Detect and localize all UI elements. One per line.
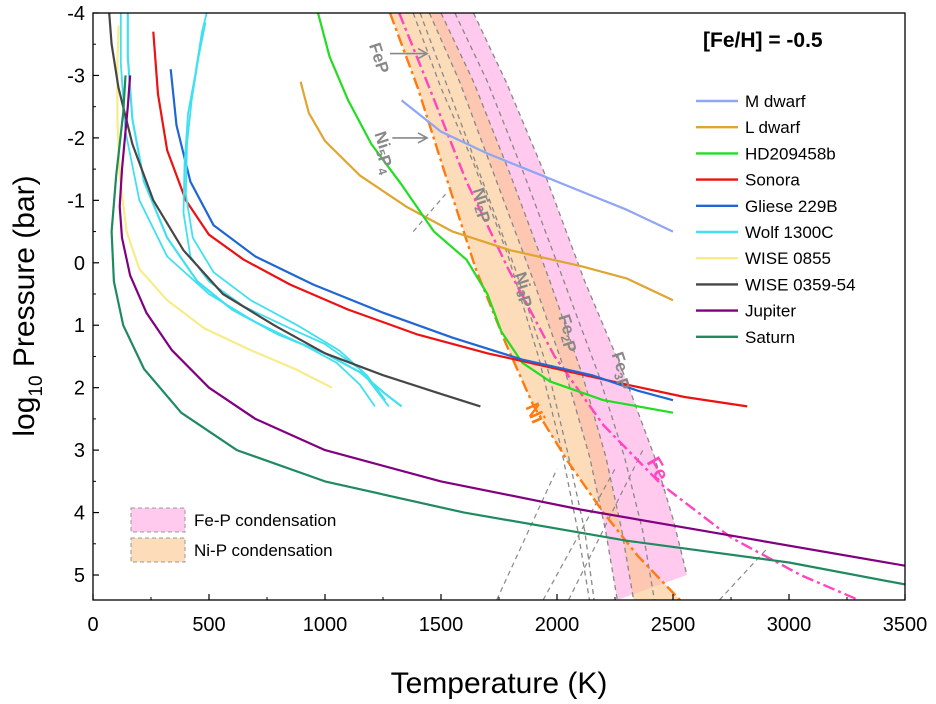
arrow-head	[417, 132, 429, 144]
region-ni-p-condensation	[390, 13, 680, 600]
region-legend-label-ni-p-condensation: Ni-P condensation	[194, 541, 333, 560]
region-legend: Fe-P condensation Ni-P condensation	[130, 507, 336, 563]
y-tick-label: 2	[74, 378, 85, 400]
series-line-m-dwarf	[400, 99, 674, 233]
guide-line	[542, 468, 616, 600]
y-tick-label: -3	[67, 65, 85, 87]
y-tick-label: -4	[67, 3, 85, 25]
curve-label-fe2p: Fe2P	[551, 312, 585, 355]
series-line-l-dwarf	[299, 81, 674, 302]
curve-label-fep: FeP	[365, 40, 393, 76]
y-axis-title-main: log	[8, 397, 41, 437]
series-line-saturn	[110, 75, 905, 586]
y-tick-label: 3	[74, 440, 85, 462]
region-legend-swatch-ni-p-condensation	[130, 537, 186, 563]
region-legend-swatch-fe-p-condensation	[130, 507, 186, 533]
x-tick-label: 1500	[419, 614, 464, 636]
x-tick-label: 3000	[767, 614, 812, 636]
legend-label-l-dwarf: L dwarf	[745, 118, 800, 137]
legend-label-gliese-229b: Gliese 229B	[745, 197, 838, 216]
y-tick-label: 1	[74, 315, 85, 337]
legend-label-hd209458b: HD209458b	[745, 144, 836, 163]
condensation-curve-ni3p	[440, 13, 635, 600]
legend-label-wise-0359-54: WISE 0359-54	[745, 275, 856, 294]
y-tick-label: 4	[74, 503, 85, 525]
y-tick-label: -2	[67, 128, 85, 150]
profile-series	[108, 13, 905, 586]
legend-label-jupiter: Jupiter	[745, 302, 796, 321]
series-line-wolf-1300c-extra	[184, 22, 387, 401]
guide-line	[496, 468, 558, 600]
y-tick-label: -1	[67, 190, 85, 212]
condensation-curve-fep	[412, 13, 591, 600]
y-axis-title: log10 Pressure (bar)	[8, 175, 47, 436]
series-line-wise-0359-54	[108, 13, 481, 408]
series-line-wise-0855	[116, 25, 333, 389]
condensation-curve-ni	[388, 13, 681, 600]
legend-label-m-dwarf: M dwarf	[745, 92, 806, 111]
condensation-curve-ni2p	[428, 13, 618, 600]
region-legend-label-fe-p-condensation: Fe-P condensation	[194, 511, 336, 530]
legend-label-wise-0855: WISE 0855	[745, 249, 831, 268]
series-line-wolf-1300c-extra	[182, 13, 390, 407]
condensation-curve-fe2p	[454, 13, 656, 600]
y-tick-label: 0	[74, 253, 85, 275]
x-tick-label: 500	[192, 614, 225, 636]
x-tick-label: 3500	[883, 614, 928, 636]
curve-label-ni2p: Ni2P	[465, 185, 498, 225]
x-tick-label: 1000	[303, 614, 348, 636]
series-line-hd209458b	[316, 13, 674, 414]
chart-title: [Fe/H] = -0.5	[703, 29, 823, 52]
y-axis-title-sub: 10	[26, 375, 47, 396]
series-line-gliese-229b	[169, 69, 674, 402]
x-tick-label: 2000	[535, 614, 580, 636]
series-line-jupiter	[118, 75, 905, 567]
x-tick-label: 2500	[651, 614, 696, 636]
condensation-curve-ni5p4	[419, 13, 595, 600]
x-axis-title: Temperature (K)	[391, 667, 608, 700]
curve-label-ni3p: Ni3P	[507, 270, 540, 310]
y-tick-label: 5	[74, 565, 85, 587]
axes: 0 500 1000 1500 2000 2500 3000 3500 -4 -3 -2 -1 0 1 2 3…	[67, 3, 927, 636]
legend: M dwarf L dwarf HD209458b Sonora Gliese 229B…	[696, 92, 856, 347]
curve-label-ni5p4: Ni5P4	[364, 129, 402, 177]
arrow-head	[417, 47, 429, 60]
condensation-curve-fe3p	[472, 13, 688, 576]
legend-label-sonora: Sonora	[745, 171, 800, 190]
guide-line	[568, 449, 644, 600]
legend-label-saturn: Saturn	[745, 328, 795, 347]
legend-label-wolf-1300c: Wolf 1300C	[745, 223, 834, 242]
x-tick-label: 0	[87, 614, 98, 636]
y-axis-title-rest: Pressure (bar)	[8, 175, 41, 375]
